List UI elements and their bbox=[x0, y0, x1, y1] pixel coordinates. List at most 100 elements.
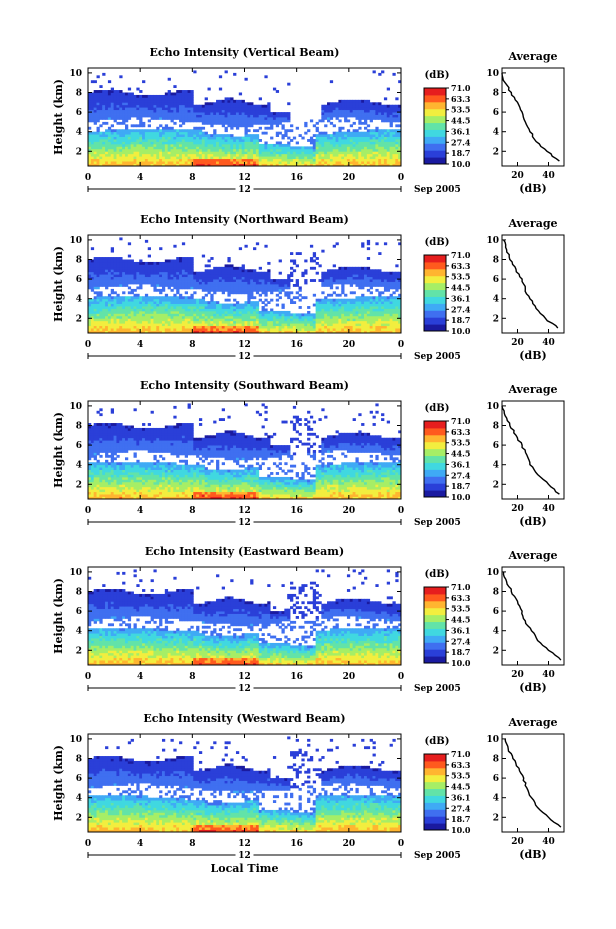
heatmap-cell bbox=[358, 320, 362, 324]
heatmap-cell bbox=[352, 99, 356, 103]
heatmap-cell bbox=[324, 315, 328, 319]
heatmap-cell bbox=[344, 134, 348, 137]
heatmap-cell bbox=[107, 97, 112, 101]
heatmap-cell bbox=[369, 109, 373, 113]
heatmap-cell bbox=[164, 151, 169, 155]
heatmap-cell bbox=[110, 276, 115, 280]
heatmap-cell bbox=[110, 296, 115, 300]
heatmap-cell bbox=[179, 131, 183, 135]
heatmap-cell bbox=[321, 271, 325, 275]
heatmap-cell bbox=[315, 134, 319, 137]
heatmap-cell bbox=[173, 269, 177, 273]
heatmap-cell bbox=[241, 271, 245, 275]
heatmap-cell bbox=[127, 146, 132, 150]
heatmap-cell bbox=[392, 112, 396, 115]
heatmap-cell bbox=[124, 141, 129, 145]
heatmap-cell bbox=[304, 315, 308, 319]
heatmap-cell bbox=[315, 306, 319, 309]
heatmap-cell bbox=[287, 158, 291, 162]
heatmap-cell bbox=[164, 293, 169, 297]
heatmap-cell bbox=[159, 274, 163, 278]
heatmap-cell bbox=[105, 92, 109, 96]
heatmap-cell bbox=[218, 284, 223, 287]
heatmap-cell bbox=[281, 153, 285, 157]
heatmap-cell bbox=[124, 161, 129, 164]
heatmap-cell bbox=[298, 146, 302, 150]
heatmap-cell bbox=[113, 308, 117, 312]
heatmap-cell bbox=[230, 151, 234, 155]
heatmap-cell bbox=[346, 112, 351, 115]
heatmap-cell bbox=[93, 148, 97, 152]
heatmap-cell bbox=[107, 92, 112, 96]
heatmap-cell bbox=[201, 107, 206, 111]
heatmap-cell bbox=[221, 284, 225, 287]
heatmap-cell bbox=[116, 284, 120, 287]
heatmap-cell bbox=[335, 156, 339, 160]
heatmap-cell bbox=[216, 276, 220, 280]
heatmap-cell bbox=[364, 119, 368, 123]
heatmap-cell bbox=[275, 298, 280, 302]
heatmap-cell bbox=[105, 296, 109, 300]
heatmap-cell bbox=[93, 318, 97, 322]
heatmap-cell bbox=[341, 134, 345, 137]
heatmap-cell bbox=[244, 325, 248, 329]
heatmap-cell bbox=[216, 301, 220, 304]
heatmap-cell bbox=[253, 112, 257, 115]
heatmap-cell bbox=[193, 107, 197, 111]
heatmap-cell bbox=[210, 320, 214, 324]
heatmap-cell bbox=[221, 306, 225, 309]
heatmap-cell bbox=[207, 274, 211, 278]
heatmap-cell bbox=[227, 114, 231, 118]
heatmap-cell bbox=[355, 99, 359, 103]
heatmap-cell bbox=[349, 310, 354, 314]
heatmap-cell bbox=[272, 121, 277, 125]
heatmap-cell bbox=[164, 124, 169, 128]
heatmap-cell bbox=[398, 114, 402, 118]
heatmap-cell bbox=[201, 310, 206, 314]
heatmap-cell bbox=[181, 94, 186, 98]
heatmap-cell bbox=[210, 148, 214, 152]
heatmap-cell bbox=[176, 112, 180, 115]
heatmap-cell bbox=[173, 129, 177, 133]
heatmap-cell bbox=[324, 271, 328, 275]
heatmap-cell bbox=[341, 286, 345, 290]
heatmap-cell bbox=[287, 330, 291, 334]
heatmap-cell bbox=[341, 274, 345, 278]
heatmap-cell bbox=[113, 281, 117, 285]
heatmap-cell bbox=[304, 121, 308, 125]
heatmap-cell bbox=[358, 126, 362, 130]
heatmap-cell bbox=[230, 286, 234, 290]
heatmap-cell bbox=[381, 148, 385, 152]
heatmap-cell bbox=[113, 107, 117, 111]
heatmap-cell bbox=[386, 148, 391, 152]
heatmap-cell bbox=[96, 271, 100, 275]
heatmap-cell bbox=[99, 92, 103, 96]
heatmap-cell bbox=[179, 161, 183, 164]
heatmap-cell bbox=[218, 276, 223, 280]
heatmap-cell bbox=[179, 99, 183, 103]
heatmap-cell bbox=[247, 306, 251, 309]
heatmap-cell bbox=[241, 266, 245, 270]
heatmap-cell bbox=[366, 109, 371, 113]
heatmap-cell bbox=[93, 298, 97, 302]
heatmap-cell bbox=[312, 156, 317, 160]
colorbar-tick-label: 71.0 bbox=[451, 83, 471, 93]
heatmap-cell bbox=[213, 266, 217, 270]
heatmap-cell bbox=[298, 156, 302, 160]
heatmap-cell bbox=[278, 151, 282, 155]
heatmap-cell bbox=[142, 136, 146, 140]
heatmap-cell bbox=[247, 158, 251, 162]
heatmap-cell bbox=[332, 271, 336, 275]
heatmap-cell bbox=[244, 315, 248, 319]
heatmap-cell bbox=[133, 99, 137, 103]
heatmap-cell bbox=[389, 124, 393, 128]
heatmap-cell bbox=[318, 134, 322, 137]
heatmap-cell bbox=[139, 310, 143, 314]
heatmap-cell bbox=[267, 107, 271, 111]
heatmap-cell bbox=[349, 146, 354, 150]
heatmap-cell bbox=[198, 153, 203, 157]
heatmap-cell bbox=[161, 146, 166, 150]
heatmap-cell bbox=[99, 112, 103, 115]
heatmap-cell bbox=[107, 80, 112, 84]
heatmap-cell bbox=[124, 281, 129, 285]
